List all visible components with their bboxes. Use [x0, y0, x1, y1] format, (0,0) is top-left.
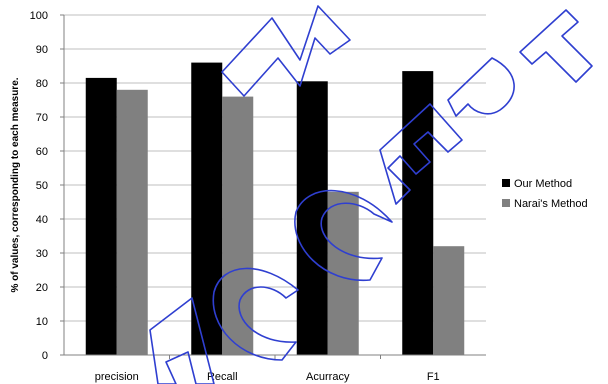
x-tick-label: precision	[95, 371, 139, 383]
y-tick-label: 80	[36, 78, 48, 90]
x-tick-label: Acurracy	[306, 371, 350, 383]
legend-label: Our Method	[514, 178, 572, 190]
bars	[85, 62, 465, 356]
y-tick-label: 30	[36, 248, 48, 260]
y-tick-label: 20	[36, 282, 48, 294]
bar-our-method-f1	[402, 71, 434, 355]
watermark-letter-e	[379, 103, 463, 205]
watermark-letter-m	[221, 5, 351, 97]
y-tick-label: 0	[42, 350, 48, 362]
legend-swatch	[502, 199, 510, 207]
bar-narai-s-method-f1	[433, 246, 465, 355]
legend-swatch	[502, 179, 510, 187]
y-tick-labels: 0 10 20 30 40 50 60 70 80 90 100	[30, 10, 48, 362]
y-tick-label: 90	[36, 44, 48, 56]
legend: Our Method Narai's Method	[502, 178, 588, 210]
watermark-letter-c2	[294, 189, 393, 281]
watermark-letter-t	[519, 9, 593, 83]
x-tick-label: F1	[427, 371, 440, 383]
x-tick-label: Recall	[207, 371, 238, 383]
y-tick-label: 50	[36, 180, 48, 192]
x-tick-labels: precision Recall Acurracy F1	[95, 371, 440, 383]
legend-label: Narai's Method	[514, 198, 588, 210]
y-tick-label: 70	[36, 112, 48, 124]
y-tick-label: 60	[36, 146, 48, 158]
watermark-letter-a	[149, 297, 215, 384]
y-tick-label: 40	[36, 214, 48, 226]
watermark-letter-p	[447, 57, 515, 117]
bar-narai-s-method-recall	[222, 96, 254, 355]
y-tick-label: 100	[30, 10, 48, 22]
bar-our-method-precision	[85, 77, 117, 356]
bar-our-method-acurracy	[296, 81, 328, 356]
y-axis-label: % of values, corresponding to each measu…	[10, 77, 21, 292]
bar-our-method-recall	[191, 62, 223, 355]
accepted-manuscript-watermark	[149, 5, 593, 384]
axes	[63, 15, 486, 359]
bar-narai-s-method-precision	[116, 89, 148, 356]
watermark-letter-c1	[212, 267, 299, 361]
y-tick-label: 10	[36, 316, 48, 328]
